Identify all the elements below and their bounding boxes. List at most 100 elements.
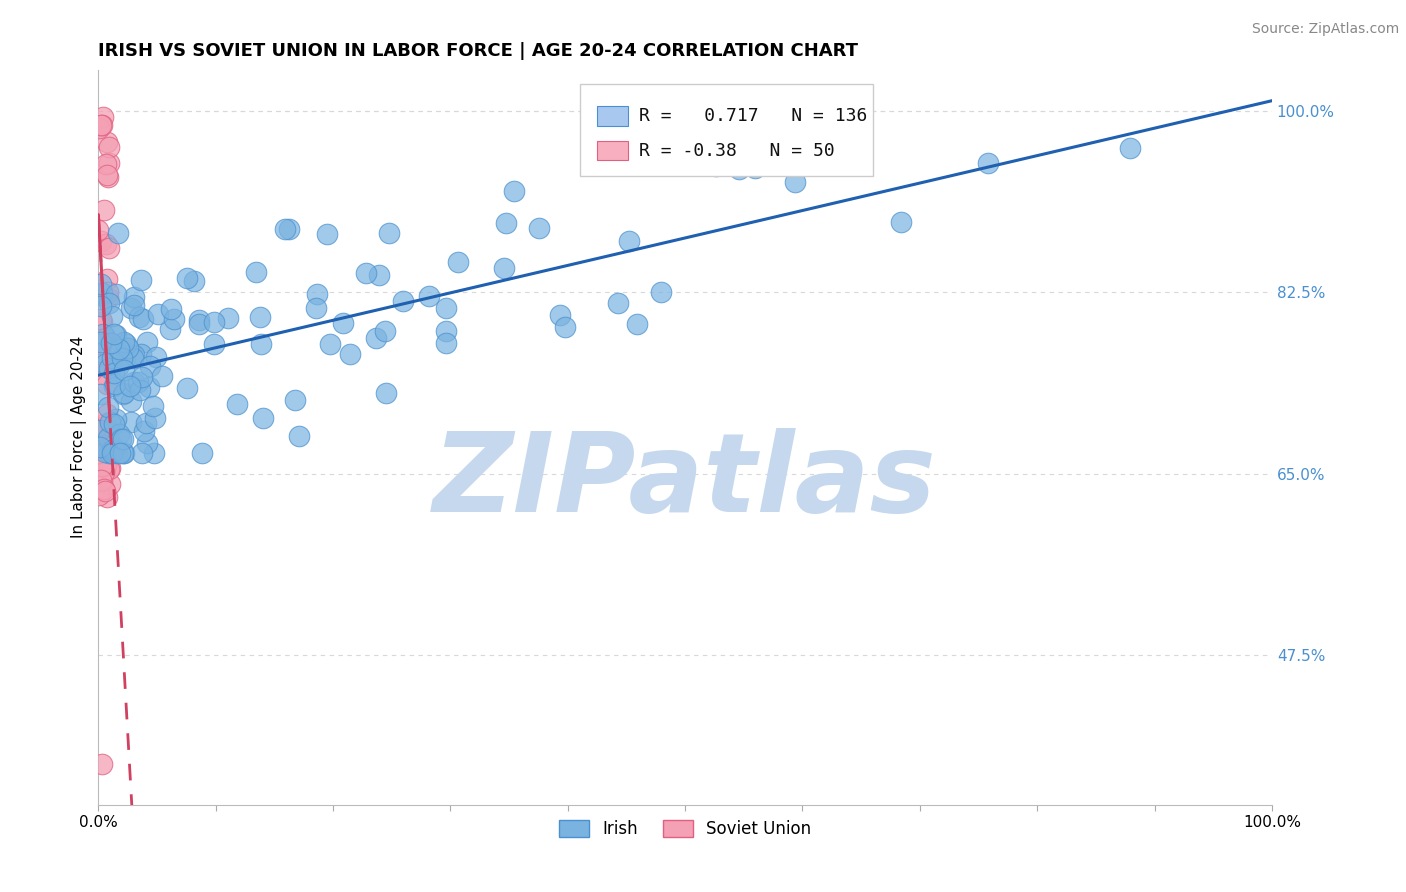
Point [249, 310, 271, 324]
Point [104, 442, 127, 457]
Point [91, 438, 114, 452]
Point [1119, 141, 1142, 155]
Point [145, 350, 167, 364]
Point [96, 458, 118, 473]
Point [98, 156, 121, 170]
Point [143, 411, 166, 425]
Point [87, 223, 110, 237]
Point [97, 285, 120, 299]
Point [160, 301, 183, 316]
Point [89, 335, 111, 350]
Point [90, 287, 112, 301]
Point [104, 376, 127, 391]
Point [112, 385, 135, 400]
FancyBboxPatch shape [598, 106, 627, 126]
Point [187, 317, 209, 331]
Point [527, 221, 550, 235]
Point [977, 156, 1000, 170]
Point [120, 393, 142, 408]
Point [97, 291, 120, 305]
Point [97, 431, 120, 445]
Point [96, 169, 118, 183]
Point [108, 427, 131, 442]
Point [495, 216, 517, 230]
Point [90, 459, 112, 474]
Point [135, 334, 157, 349]
Point [136, 436, 159, 450]
Point [120, 379, 142, 393]
Point [163, 312, 186, 326]
Point [548, 308, 571, 322]
Point [202, 315, 225, 329]
Point [97, 170, 120, 185]
Point [315, 227, 337, 241]
Point [704, 159, 727, 173]
Point [90, 473, 112, 487]
Point [142, 446, 165, 460]
Point [225, 397, 247, 411]
Point [90, 299, 112, 313]
Point [101, 443, 124, 458]
Point [434, 336, 457, 351]
Point [274, 222, 297, 236]
Point [94, 484, 117, 499]
Point [94, 236, 117, 251]
Point [111, 446, 134, 460]
Point [107, 360, 129, 375]
Point [277, 221, 299, 235]
Point [91, 351, 114, 365]
Y-axis label: In Labor Force | Age 20-24: In Labor Force | Age 20-24 [72, 336, 87, 539]
Point [554, 320, 576, 334]
Point [217, 311, 239, 326]
Point [114, 337, 136, 351]
FancyBboxPatch shape [579, 85, 873, 177]
Point [728, 162, 751, 177]
Point [94, 330, 117, 344]
Point [101, 446, 124, 460]
Point [103, 379, 125, 393]
Point [98, 241, 121, 255]
Point [107, 226, 129, 240]
Point [97, 295, 120, 310]
Point [191, 446, 214, 460]
Point [626, 317, 648, 331]
Point [105, 328, 128, 343]
Text: R = -0.38   N = 50: R = -0.38 N = 50 [640, 142, 835, 160]
Point [131, 370, 153, 384]
Point [744, 161, 766, 175]
Point [108, 446, 131, 460]
Point [318, 336, 340, 351]
Text: ZIPatlas: ZIPatlas [433, 428, 936, 535]
Point [890, 215, 912, 229]
Point [131, 446, 153, 460]
Point [650, 285, 672, 299]
Point [446, 255, 468, 269]
Point [101, 351, 124, 365]
Point [374, 386, 396, 401]
Point [120, 301, 142, 315]
Point [105, 286, 128, 301]
Point [90, 285, 112, 300]
Point [418, 289, 440, 303]
Point [110, 433, 132, 447]
Point [98, 461, 121, 475]
Point [127, 375, 149, 389]
Point [93, 417, 115, 431]
Point [89, 387, 111, 401]
Point [107, 446, 129, 460]
Point [93, 482, 115, 496]
Point [287, 429, 309, 443]
Point [436, 301, 458, 315]
Text: IRISH VS SOVIET UNION IN LABOR FORCE | AGE 20-24 CORRELATION CHART: IRISH VS SOVIET UNION IN LABOR FORCE | A… [98, 42, 858, 60]
Point [103, 327, 125, 342]
Legend: Irish, Soviet Union: Irish, Soviet Union [553, 813, 818, 845]
Point [98, 434, 121, 449]
Point [91, 315, 114, 329]
Point [187, 312, 209, 326]
Point [94, 157, 117, 171]
Point [97, 462, 120, 476]
Point [132, 312, 155, 326]
Point [93, 357, 115, 371]
Point [378, 226, 401, 240]
Point [100, 310, 122, 324]
